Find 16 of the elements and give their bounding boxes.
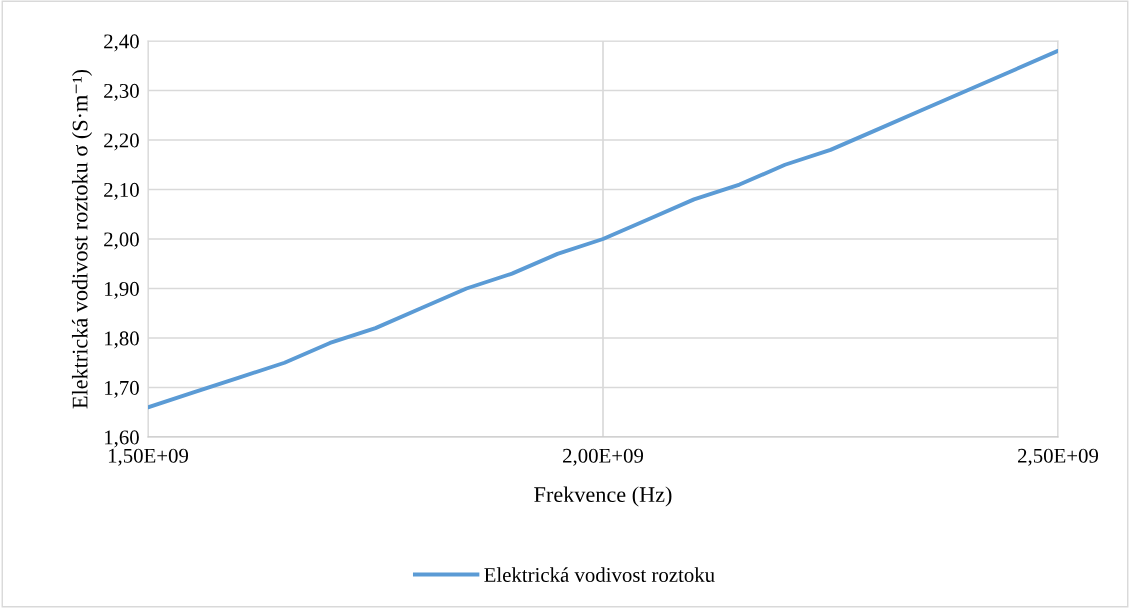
y-tick-label: 1,60 [105, 430, 139, 448]
y-tick-label: 2,20 [104, 133, 139, 151]
y-tick-label: 1,80 [105, 331, 139, 349]
line-series [148, 48, 1058, 410]
y-tick-label: 2,00 [104, 232, 139, 250]
y-axis-title: Elektrická vodivost roztoku σ (S·m⁻¹) [71, 69, 93, 409]
x-tick-label: 2,00E+09 [563, 448, 644, 466]
y-tick-label: 1,90 [105, 281, 139, 299]
x-tick-label: 1,50E+09 [108, 448, 189, 466]
x-axis-title: Frekvence (Hz) [534, 486, 672, 507]
y-tick-label: 2,40 [104, 34, 139, 52]
legend-label: Elektrická vodivost roztoku [484, 567, 715, 582]
y-tick-label: 1,70 [105, 380, 139, 398]
x-tick-label: 2,50E+09 [1018, 448, 1099, 466]
y-tick-label: 2,10 [104, 182, 139, 200]
y-tick-label: 2,30 [104, 83, 139, 101]
